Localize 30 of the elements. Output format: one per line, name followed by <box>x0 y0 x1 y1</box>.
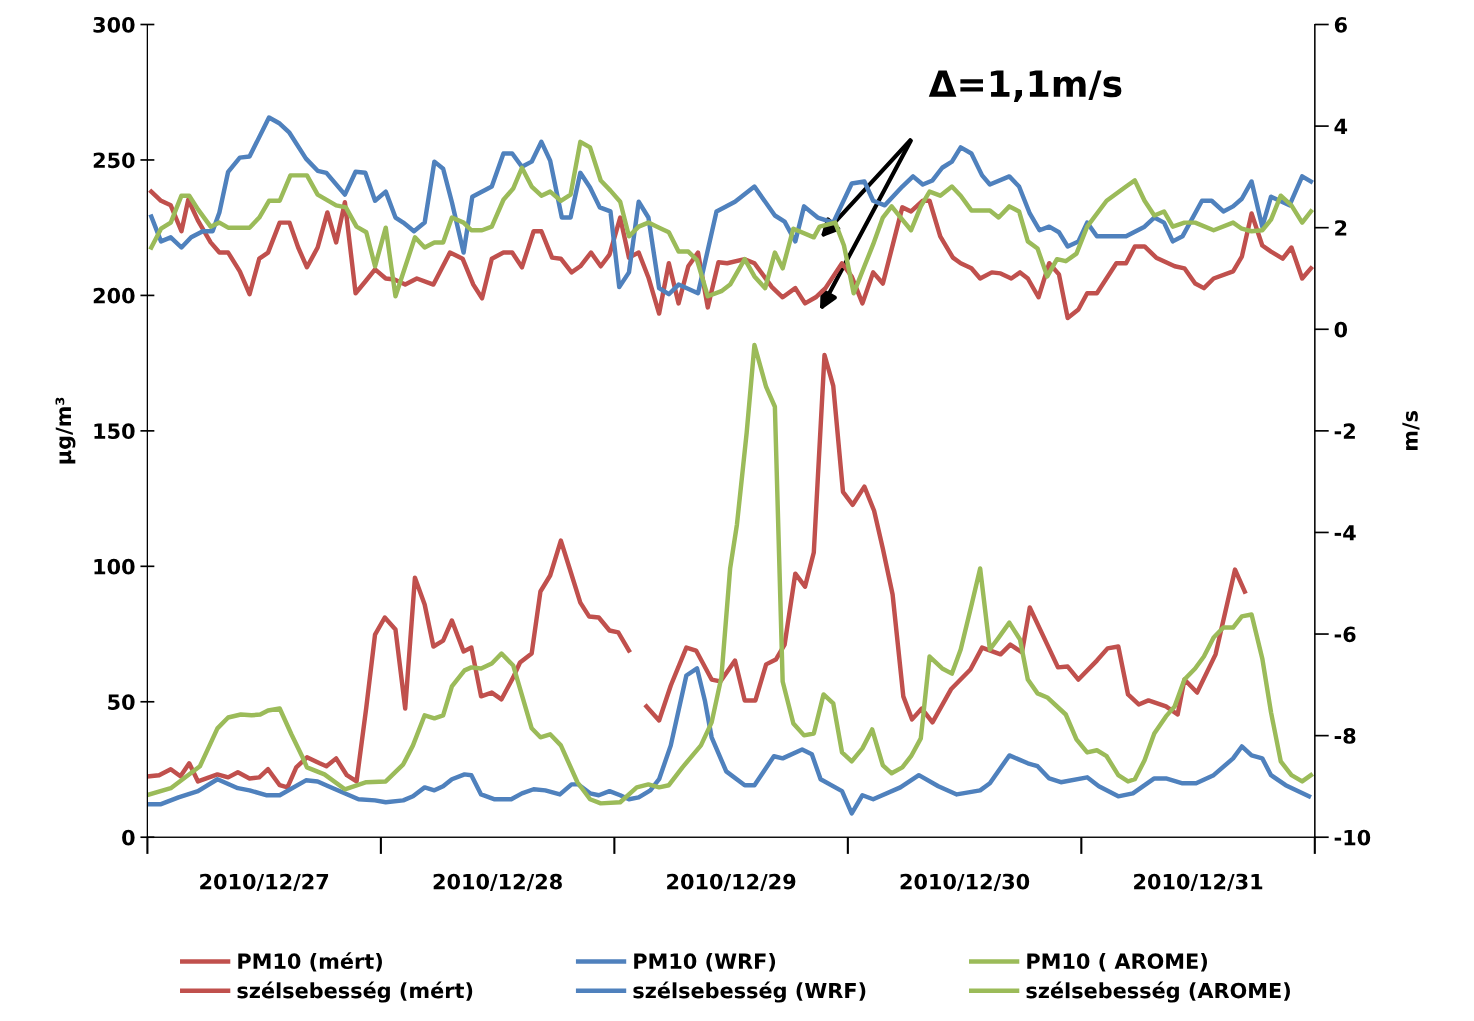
y-tick-label: 0 <box>122 829 135 846</box>
legend-label: PM10 ( AROME) <box>1027 952 1207 972</box>
y2-axis-title: m/s <box>1402 410 1420 450</box>
legend-label: szélsebesség (WRF) <box>633 981 866 1003</box>
annotation: Δ=1,1m/s <box>928 70 1122 102</box>
legend-label: szélsebesség (mért) <box>237 981 473 1003</box>
y2-tick-label: 4 <box>1334 118 1348 135</box>
y2-tick-label: -10 <box>1334 829 1371 846</box>
x-tick-label: 2010/12/30 <box>900 873 1030 892</box>
y2-tick-label: -6 <box>1334 626 1356 643</box>
y2-tick-label: 2 <box>1335 220 1347 236</box>
y2-tick-label: -2 <box>1334 423 1355 439</box>
y2-tick-label: -8 <box>1334 728 1356 744</box>
x-tick-label: 2010/12/29 <box>667 873 796 892</box>
y-tick-label: 300 <box>93 16 135 33</box>
y2-tick-label: 0 <box>1334 321 1348 338</box>
y-tick-label: 150 <box>94 423 135 440</box>
legend-label: PM10 (WRF) <box>634 952 776 972</box>
y-tick-label: 100 <box>94 558 135 575</box>
y-tick-label: 50 <box>108 694 135 710</box>
legend-label: szélsebesség (AROME) <box>1026 981 1290 1003</box>
x-tick-label: 2010/12/31 <box>1134 873 1263 892</box>
y2-tick-label: 6 <box>1334 16 1347 33</box>
legend-label: PM10 (mért) <box>238 952 382 972</box>
y2-tick-label: -4 <box>1334 525 1356 541</box>
y-axis-title: μg/m³ <box>55 397 76 464</box>
x-tick-label: 2010/12/28 <box>433 873 562 892</box>
y-tick-label: 200 <box>93 287 135 304</box>
x-tick-label: 2010/12/27 <box>200 873 329 892</box>
y-tick-label: 250 <box>93 152 135 169</box>
